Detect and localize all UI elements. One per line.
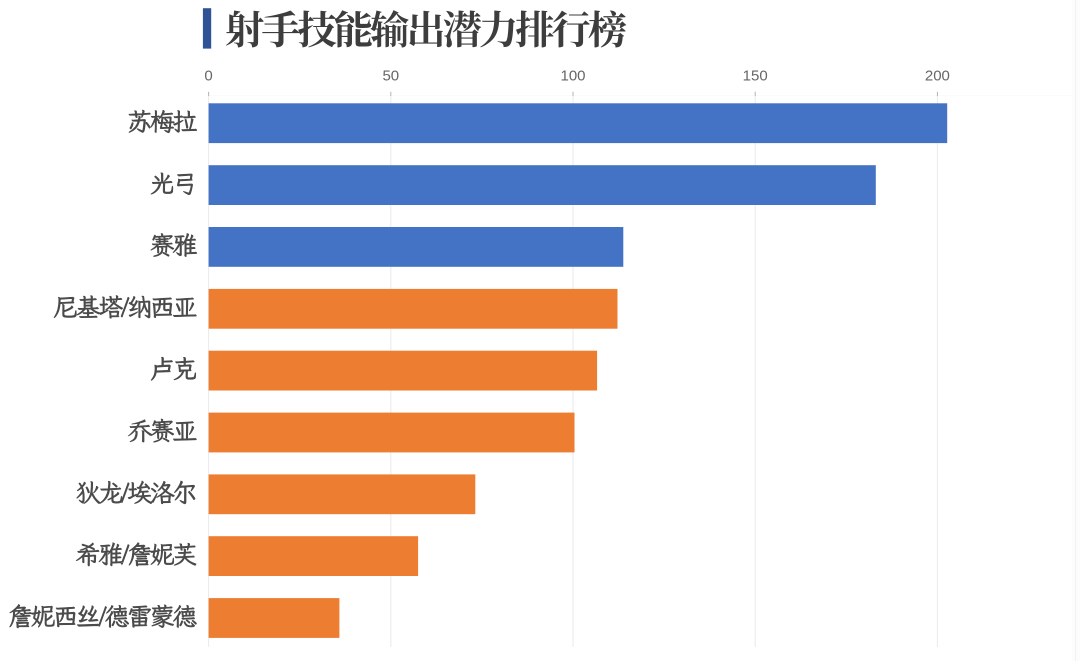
svg-text:150: 150 [743,67,768,84]
svg-text:0: 0 [204,67,212,84]
svg-text:50: 50 [382,67,399,84]
svg-text:200: 200 [925,67,950,84]
svg-text:100: 100 [560,67,585,84]
